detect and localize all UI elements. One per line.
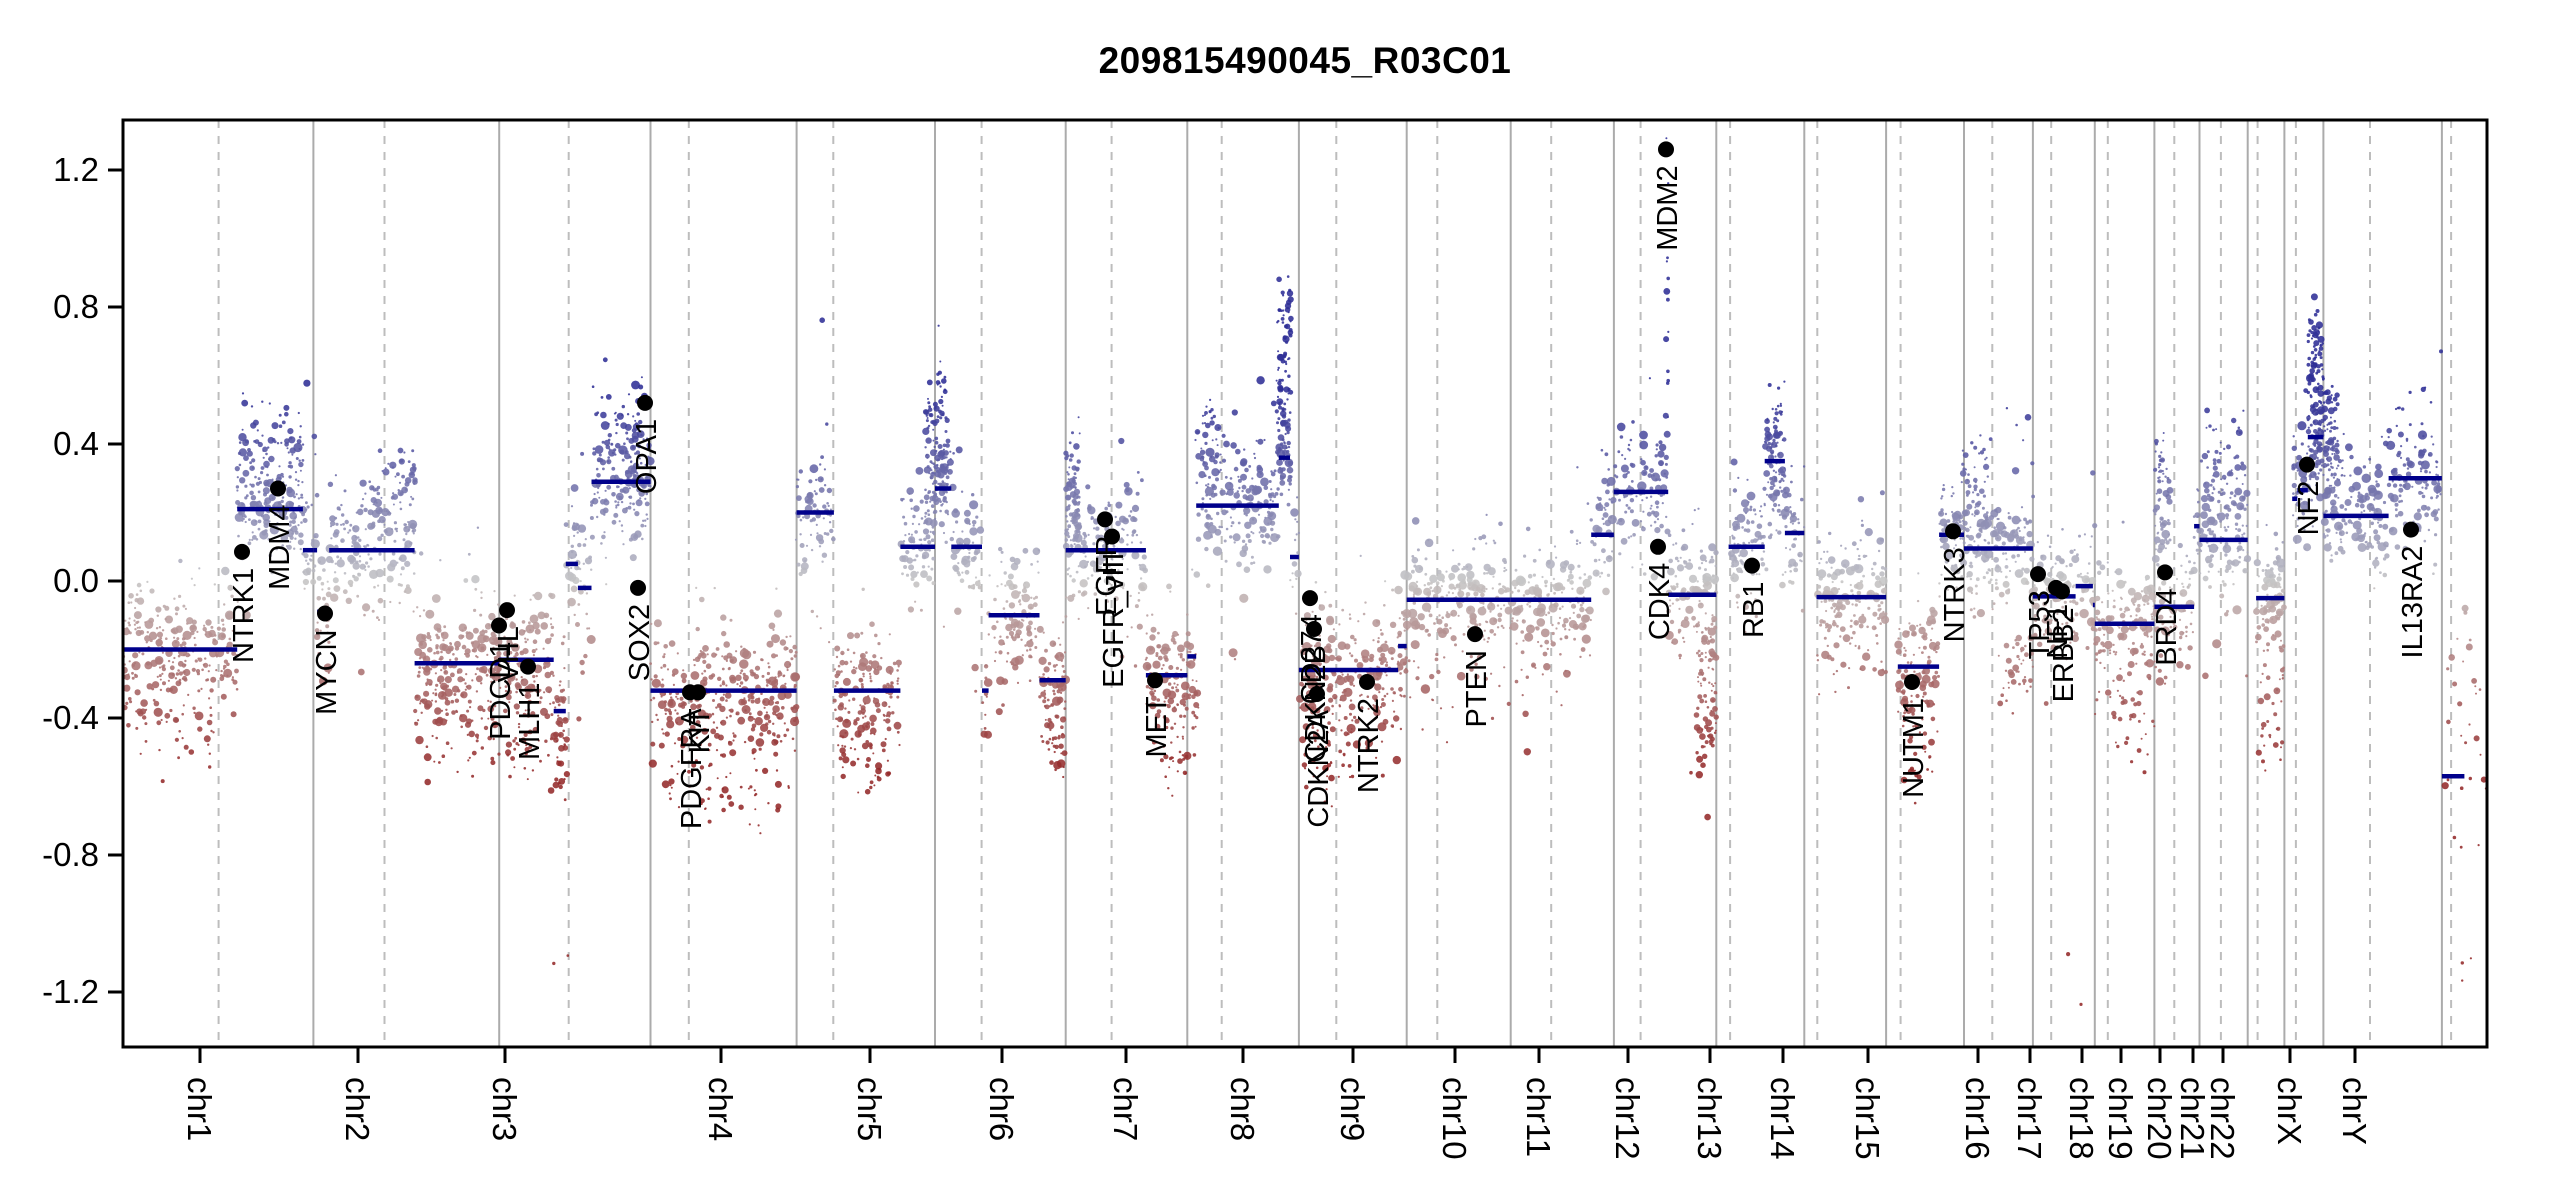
chromosome-label: chr10 [1436,1077,1473,1160]
gene-label: NTRK1 [228,568,260,663]
y-tick-label: 1.2 [53,151,99,188]
gene-label: PTEN [1461,650,1493,727]
chromosome-label: chr17 [2011,1077,2048,1160]
gene-label: BRD4 [2151,588,2183,665]
plot-box [121,118,2489,1049]
chromosome-label: chrY [2336,1077,2373,1145]
probe-points [123,137,2487,1007]
x-axis: chr1 chr2 chr3 chr4 chr5 chr6 chr7 chr8 chr9 chr1… [181,1047,2373,1160]
gene-marker-dot [1945,523,1961,540]
chromosome-boundaries [217,120,2453,1047]
gene-label: MLH1 [514,683,546,760]
gene-label: PDCD1 [485,642,517,740]
plot-title: 209815490045_R03C01 [1098,40,1512,81]
gene-label: RB1 [1738,582,1770,638]
chromosome-label: chr15 [1849,1077,1886,1160]
gene-label: NF1 [2042,604,2074,659]
chromosome-label: chrX [2271,1077,2308,1145]
chromosome-label: chr20 [2141,1077,2178,1160]
gene-label: KIT [684,708,716,753]
gene-label: EGFR_vIII [1098,553,1130,688]
chromosome-label: chr11 [1520,1077,1557,1157]
gene-label: MET [1141,696,1173,758]
gene-label: NUTM1 [1898,698,1930,798]
chromosome-label: chr14 [1764,1077,1801,1160]
y-tick-label: 0.0 [53,562,99,599]
chromosome-label: chr6 [983,1077,1020,1141]
gene-marker-dot [1658,141,1674,158]
gene-marker-dot [499,602,515,619]
segment-lines [123,434,2465,779]
gene-label: MDM2 [1652,165,1684,250]
gene-marker-dot [1302,590,1318,607]
chromosome-label: chr8 [1224,1077,1261,1141]
gene-marker-dot [2403,521,2419,538]
gene-label: IL13RA2 [2397,546,2429,659]
gene-marker-dot [2299,456,2315,473]
chromosome-label: chr12 [1609,1077,1646,1160]
gene-label: NTRK2 [1353,698,1385,793]
gene-marker-dot [637,394,653,411]
gene-label: MYCN [311,630,343,715]
chromosome-label: chr3 [486,1077,523,1141]
chromosome-label: chr7 [1107,1077,1144,1141]
gene-marker-dot [1904,674,1920,690]
gene-marker-dot [270,480,286,497]
gene-marker-dot [1467,626,1483,643]
gene-label: OPA1 [631,419,663,494]
gene-marker-dot [1104,528,1120,545]
gene-marker-dot [2157,564,2173,581]
gene-marker-dot [491,617,507,634]
gene-marker-dot [1650,538,1666,555]
gene-label: NF2 [2293,481,2325,536]
chromosome-label: chr13 [1691,1077,1728,1160]
chromosome-label: chr22 [2204,1077,2241,1160]
gene-label: CDKN2B [1300,645,1332,763]
gene-label: EGFR [1091,535,1123,616]
chromosome-label: chr18 [2063,1077,2100,1160]
gene-marker-dot [1359,674,1375,690]
gene-marker-dot [1306,621,1322,637]
chromosome-label: chr16 [1959,1077,1996,1160]
chromosome-label: chr1 [181,1077,218,1141]
chromosome-label: chr5 [851,1077,888,1141]
gene-marker-dot [1744,557,1760,574]
chromosome-label: chr19 [2102,1077,2139,1160]
gene-label: TP53 [2024,590,2056,659]
chromosome-label: chr9 [1334,1077,1371,1141]
y-tick-label: 0.4 [53,425,99,462]
chromosome-label: chr4 [702,1077,739,1141]
chromosome-label: chr21 [2174,1077,2211,1160]
gene-label: ERBB2 [2048,607,2080,702]
gene-marker-dot [2030,566,2046,583]
y-tick-label: 0.8 [53,288,99,325]
gene-marker-dot [520,658,536,675]
gene-label: VHL [493,626,525,682]
y-tick-label: -0.4 [42,699,99,736]
gene-label: CDKN2A [1303,709,1335,827]
gene-marker-dot [630,579,646,596]
y-tick-label: -0.8 [42,836,99,873]
gene-marker-dot [1309,686,1325,702]
y-tick-label: -1.2 [42,973,99,1010]
gene-marker-dot [1097,511,1113,528]
y-axis: -1.2 -0.8 -0.4 0.0 0.4 0.8 1.2 [42,151,123,1010]
gene-marker-dot [317,605,333,622]
gene-marker-dot [1147,672,1163,689]
gene-marker-dot [2054,583,2070,600]
gene-label: CDK4 [1644,563,1676,640]
gene-label: MDM4 [264,505,296,590]
gene-label: PDGFRA [676,708,708,830]
gene-label: NTRK3 [1939,547,1971,642]
gene-marker-dot [690,684,706,701]
gene-label: SOX2 [624,604,656,681]
chromosome-label: chr2 [339,1077,376,1141]
gene-marker-dot [234,543,250,560]
